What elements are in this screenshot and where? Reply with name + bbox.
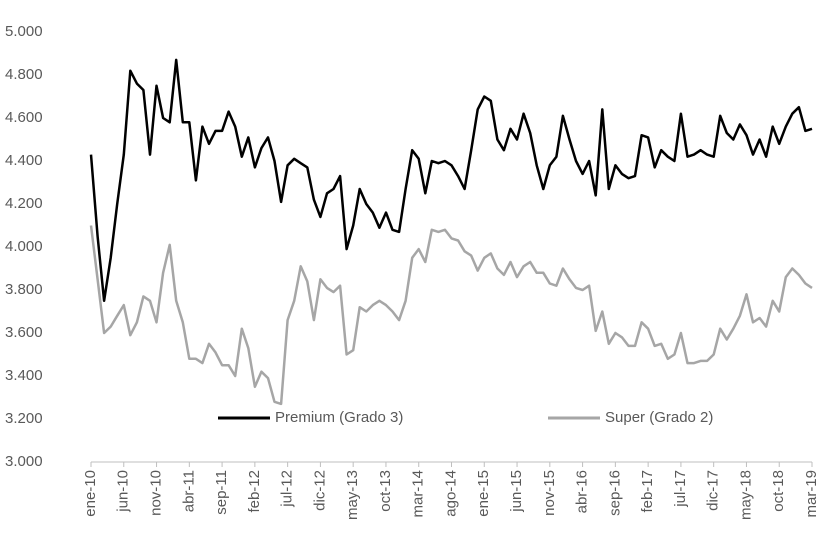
x-tick-label: dic-17 [705,470,722,511]
x-tick-label: ago-14 [442,470,459,517]
y-tick-label: 4.000 [5,238,43,255]
y-tick-label: 4.400 [5,152,43,169]
x-tick-label: sep-16 [606,470,623,516]
legend-label: Super (Grado 2) [605,409,713,426]
y-tick-label: 3.200 [5,410,43,427]
x-tick-label: ene-15 [475,470,492,517]
x-tick-label: jun-15 [508,470,525,513]
x-tick-label: mar-14 [410,470,427,518]
x-tick-label: feb-17 [639,470,656,513]
x-tick-label: abr-11 [180,470,197,512]
x-tick-label: oct-13 [377,470,394,512]
series-line [89,225,813,406]
legend-label: Premium (Grado 3) [275,409,403,426]
y-tick-label: 4.200 [5,195,43,212]
x-tick-label: nov-10 [148,470,165,516]
y-tick-label: 4.800 [5,66,43,83]
x-tick-label: jul-17 [672,470,689,508]
x-tick-label: abr-16 [574,470,591,513]
x-tick-label: may-18 [737,470,754,520]
x-tick-label: sep-11 [213,470,230,515]
x-tick-label: feb-12 [246,470,263,513]
y-tick-label: 3.400 [5,367,43,384]
y-tick-label: 3.800 [5,281,43,298]
x-tick-label: jun-10 [115,470,132,513]
x-tick-label: may-13 [344,470,361,520]
x-tick-label: oct-18 [770,470,787,512]
y-tick-label: 3.600 [5,324,43,341]
y-tick-label: 3.000 [5,453,43,470]
x-tick-label: ene-10 [82,470,99,517]
y-tick-label: 5.000 [5,23,43,40]
y-tick-label: 4.600 [5,109,43,126]
x-tick-label: mar-19 [803,470,816,518]
x-tick-label: dic-12 [311,470,328,511]
x-tick-label: jul-12 [279,470,296,508]
series-line [89,58,813,303]
x-tick-label: nov-15 [541,470,558,516]
